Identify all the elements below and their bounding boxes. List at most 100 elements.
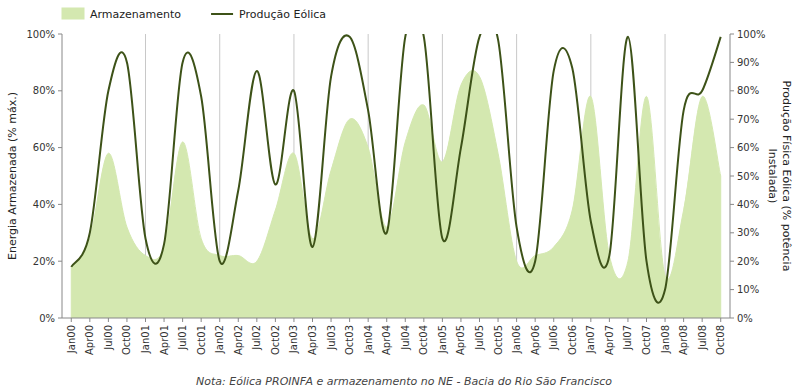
y2-tick-label: 70% — [737, 114, 759, 125]
y-tick-label: 0% — [39, 313, 55, 324]
x-tick — [479, 318, 480, 322]
y-tick-label: 100% — [26, 29, 55, 40]
y2-tick — [730, 261, 734, 262]
x-tick-label: Oct08 — [715, 325, 726, 355]
x-tick — [108, 318, 109, 322]
y2-tick-label: 20% — [737, 256, 759, 267]
x-tick-label: Oct04 — [418, 325, 429, 355]
x-tick — [683, 318, 684, 322]
x-tick-label: Apr02 — [233, 325, 244, 355]
y2-axis-label-line: Instalada) — [766, 149, 779, 204]
x-tick-label: Oct01 — [196, 325, 207, 355]
x-tick — [516, 318, 517, 322]
y-tick-label: 80% — [33, 85, 55, 96]
legend: Armazenamento Produção Eólica — [62, 8, 326, 21]
x-tick-label: Apr04 — [381, 325, 392, 355]
y2-tick-label: 50% — [737, 171, 759, 182]
x-tick-label: Apr07 — [604, 325, 615, 355]
x-tick-label: Jan00 — [66, 325, 77, 354]
x-tick-label: Jul04 — [400, 325, 411, 351]
x-tick — [535, 318, 536, 322]
x-tick — [627, 318, 628, 322]
x-tick — [590, 318, 591, 322]
x-tick — [275, 318, 276, 322]
y2-tick — [730, 34, 734, 35]
y-tick — [58, 204, 62, 205]
x-tick-label: Oct06 — [567, 325, 578, 355]
x-tick — [423, 318, 424, 322]
x-tick-label: Oct00 — [121, 325, 132, 355]
x-tick — [405, 318, 406, 322]
y2-tick — [730, 119, 734, 120]
y2-axis-label-line: Produção Física Eólica (% potência — [780, 81, 793, 272]
x-tick — [331, 318, 332, 322]
y2-tick — [730, 176, 734, 177]
x-tick-label: Jul08 — [697, 325, 708, 351]
x-tick-label: Oct05 — [493, 325, 504, 355]
x-tick — [293, 318, 294, 322]
x-tick-label: Apr05 — [455, 325, 466, 355]
x-tick-label: Jul03 — [326, 325, 337, 351]
x-tick — [219, 318, 220, 322]
x-tick-label: Jan01 — [140, 325, 151, 354]
legend-swatch — [62, 8, 84, 19]
x-tick-label: Jul05 — [474, 325, 485, 351]
y-tick-label: 60% — [33, 142, 55, 153]
x-tick-label: Jan02 — [214, 325, 225, 354]
x-tick-label: Jul06 — [548, 325, 559, 351]
x-tick — [609, 318, 610, 322]
x-tick-label: Apr08 — [678, 325, 689, 355]
y2-tick-label: 100% — [737, 29, 766, 40]
x-tick — [312, 318, 313, 322]
y2-tick — [730, 318, 734, 319]
x-tick-label: Jan07 — [585, 325, 596, 354]
y2-axis-label: Produção Física Eólica (% potênciaInstal… — [766, 81, 792, 272]
area — [71, 71, 720, 318]
x-tick — [238, 318, 239, 322]
plot-data — [71, 34, 720, 318]
x-tick — [665, 318, 666, 322]
legend-label: Produção Eólica — [239, 8, 326, 21]
x-tick-label: Jan05 — [437, 325, 448, 354]
x-tick — [145, 318, 146, 322]
x-tick-label: Apr03 — [307, 325, 318, 355]
x-tick-label: Jan03 — [288, 325, 299, 354]
y-tick — [58, 34, 62, 35]
x-tick — [182, 318, 183, 322]
y-tick — [58, 318, 62, 319]
x-tick — [89, 318, 90, 322]
x-tick-label: Apr01 — [159, 325, 170, 355]
legend-label: Armazenamento — [90, 8, 181, 21]
x-tick-label: Jul07 — [622, 325, 633, 351]
y2-tick-label: 10% — [737, 284, 759, 295]
x-tick — [368, 318, 369, 322]
x-tick-label: Apr00 — [84, 325, 95, 355]
y-tick — [58, 147, 62, 148]
y2-tick-label: 0% — [737, 313, 753, 324]
y2-tick-label: 40% — [737, 199, 759, 210]
note: Nota: Eólica PROINFA e armazenamento no … — [196, 375, 612, 388]
x-tick-label: Jan08 — [660, 325, 671, 354]
y2-tick — [730, 90, 734, 91]
x-tick — [349, 318, 350, 322]
legend-swatch — [211, 13, 233, 15]
x-tick-label: Jul00 — [103, 325, 114, 351]
x-tick — [164, 318, 165, 322]
x-tick-label: Jul01 — [177, 325, 188, 351]
x-tick — [460, 318, 461, 322]
y2-tick-label: 80% — [737, 85, 759, 96]
x-tick — [256, 318, 257, 322]
y2-tick-label: 30% — [737, 227, 759, 238]
x-tick — [126, 318, 127, 322]
y2-tick — [730, 147, 734, 148]
y-tick-label: 20% — [33, 256, 55, 267]
x-tick — [720, 318, 721, 322]
x-tick — [553, 318, 554, 322]
x-tick-label: Jul02 — [251, 325, 262, 351]
y-tick — [58, 90, 62, 91]
x-axis-line — [62, 318, 730, 319]
x-tick-label: Oct07 — [641, 325, 652, 355]
chart: Jan00 Apr00 Jul00 Oct00 Jan01 Apr01 Jul01 Oct01… — [0, 0, 808, 391]
x-tick — [201, 318, 202, 322]
x-tick — [71, 318, 72, 322]
